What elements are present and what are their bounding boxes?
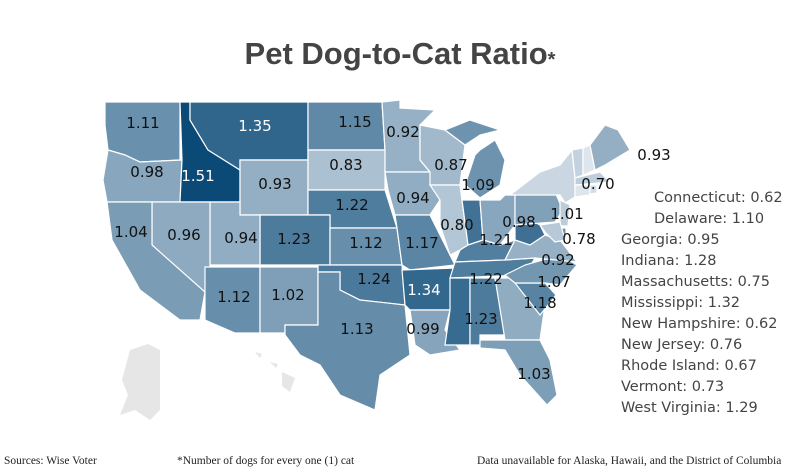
state-label-WY: 0.93	[258, 175, 291, 193]
state-label-VA: 0.92	[541, 251, 574, 269]
state-label-MT: 1.35	[238, 117, 271, 135]
callout-item: Vermont: 0.73	[621, 379, 725, 395]
callout-item: Delaware: 1.10	[654, 211, 765, 227]
state-label-NE: 1.22	[335, 196, 368, 214]
state-label-WA: 1.11	[126, 114, 159, 132]
state-AZ	[204, 266, 261, 334]
map-title: Pet Dog-to-Cat Ratio*	[244, 36, 556, 71]
state-CT	[574, 184, 591, 198]
hawaii-2	[270, 362, 278, 368]
state-FL	[479, 339, 558, 406]
state-MO	[394, 214, 456, 271]
state-label-PA: 1.01	[550, 205, 583, 223]
state-label-TN: 1.22	[469, 270, 502, 288]
callout-item: Connecticut: 0.62	[654, 190, 783, 206]
source-note: Sources: Wise Voter	[4, 455, 97, 467]
callout-item: New Jersey: 0.76	[621, 337, 743, 353]
state-label-WI: 0.87	[434, 156, 467, 174]
state-label-AL: 1.23	[464, 310, 497, 328]
state-label-KS: 1.12	[349, 234, 382, 252]
state-label-NM: 1.02	[271, 286, 304, 304]
state-label-ND: 1.15	[338, 113, 371, 131]
state-MD	[538, 221, 566, 243]
state-label-MD: 0.78	[562, 230, 595, 248]
state-MI	[464, 139, 506, 199]
state-label-ME: 0.93	[637, 146, 670, 164]
callout-item: Rhode Island: 0.67	[621, 358, 757, 374]
state-label-LA: 0.99	[406, 320, 439, 338]
callout-item: West Virginia: 1.29	[621, 400, 758, 416]
state-NJ	[559, 199, 571, 227]
state-label-OH: 0.98	[502, 213, 535, 231]
callout-item: Massachusetts: 0.75	[621, 274, 770, 290]
state-label-AR: 1.34	[407, 281, 440, 299]
state-label-TX: 1.13	[340, 320, 373, 338]
state-MA	[574, 171, 612, 186]
state-label-AZ: 1.12	[217, 288, 250, 306]
data-unavailable-note: Data unavailable for Alaska, Hawaii, and…	[477, 455, 782, 467]
state-NY	[508, 148, 576, 204]
alaska	[120, 344, 160, 420]
state-label-CO: 1.23	[277, 230, 310, 248]
state-label-OK: 1.24	[357, 270, 390, 288]
state-NC	[503, 254, 578, 286]
state-label-NY: 0.70	[581, 175, 614, 193]
hawaii-3	[282, 372, 295, 392]
state-label-SC: 1.18	[523, 294, 556, 312]
state-label-IA: 0.94	[396, 189, 429, 207]
state-TX	[284, 271, 411, 411]
state-label-ID: 1.51	[181, 167, 214, 185]
state-label-NC: 1.07	[537, 273, 570, 291]
state-label-OR: 0.98	[130, 163, 163, 181]
callout-item: New Hampshire: 0.62	[621, 316, 778, 332]
state-label-CA: 1.04	[114, 223, 147, 241]
callout-item: Mississippi: 1.32	[621, 295, 741, 311]
hawaii-1	[255, 352, 262, 358]
state-ME	[589, 124, 631, 171]
state-label-SD: 0.83	[329, 156, 362, 174]
state-CA	[106, 201, 206, 321]
state-RI	[589, 184, 598, 195]
callout-item: Georgia: 0.95	[621, 232, 720, 248]
state-label-IL: 0.80	[440, 216, 473, 234]
state-label-KY: 1.21	[479, 231, 512, 249]
state-label-MI: 1.09	[461, 176, 494, 194]
state-MI	[443, 119, 503, 146]
state-label-MO: 1.17	[405, 234, 438, 252]
callout-item: Indiana: 1.28	[621, 253, 717, 269]
state-label-UT: 0.94	[224, 229, 257, 247]
footnote: *Number of dogs for every one (1) cat	[177, 455, 355, 467]
state-label-MN: 0.92	[386, 123, 419, 141]
state-label-NV: 0.96	[167, 226, 200, 244]
state-MS	[444, 277, 471, 346]
state-label-FL: 1.03	[517, 365, 550, 383]
